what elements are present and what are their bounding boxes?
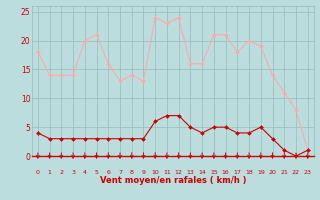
X-axis label: Vent moyen/en rafales ( km/h ): Vent moyen/en rafales ( km/h )	[100, 176, 246, 185]
